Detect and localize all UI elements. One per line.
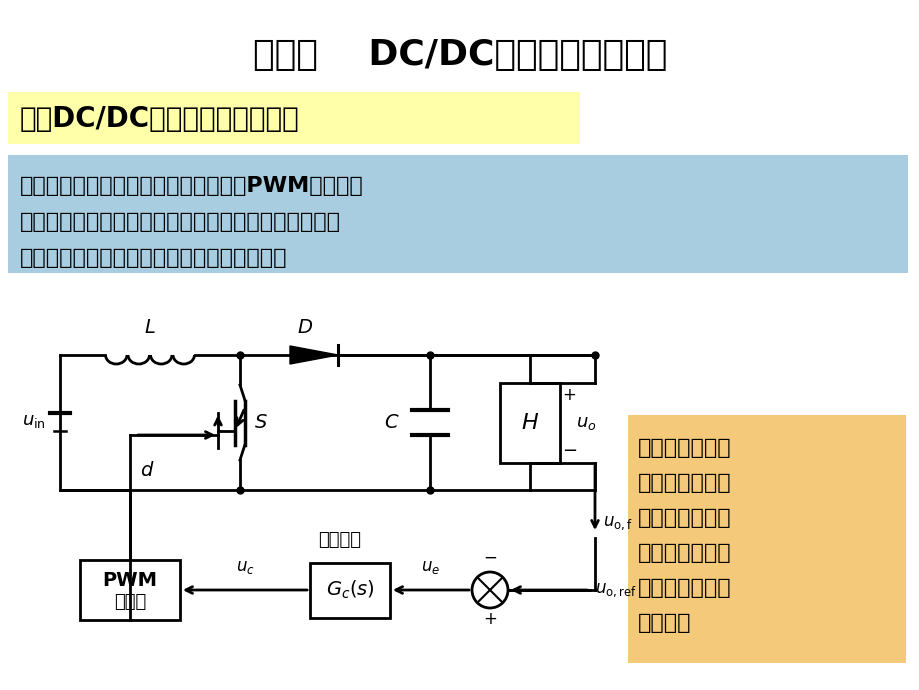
Text: $G_c(s)$: $G_c(s)$ (325, 579, 374, 601)
FancyBboxPatch shape (80, 560, 180, 620)
Text: $d$: $d$ (140, 460, 154, 480)
Text: 得到传递函数，: 得到传递函数， (637, 508, 731, 528)
Text: $u_o$: $u_o$ (575, 414, 596, 432)
Text: −: − (482, 549, 496, 567)
Text: $L$: $L$ (144, 318, 155, 337)
Text: 理论进行补偿网: 理论进行补偿网 (637, 578, 731, 598)
Text: $S$: $S$ (254, 413, 267, 432)
FancyBboxPatch shape (310, 563, 390, 618)
Text: 动态数学模型，: 动态数学模型， (637, 473, 731, 493)
Text: 反馈控制单元、驱动电路等组成。电力电子系统的静态: 反馈控制单元、驱动电路等组成。电力电子系统的静态 (20, 212, 341, 232)
Text: −: − (562, 442, 576, 460)
Text: 先建立被控对象: 先建立被控对象 (637, 438, 731, 458)
Text: $u_{\rm o,f}$: $u_{\rm o,f}$ (602, 514, 632, 532)
Text: 电力电子系统一般由电力电子变换器、PWM调制器、: 电力电子系统一般由电力电子变换器、PWM调制器、 (20, 176, 363, 196)
Text: 调制器: 调制器 (114, 593, 146, 611)
Text: $H$: $H$ (520, 413, 539, 433)
Text: $u_{\rm o,ref}$: $u_{\rm o,ref}$ (595, 581, 636, 599)
Text: 和动态性能的好坏与反馈控制设计密切相关。: 和动态性能的好坏与反馈控制设计密切相关。 (20, 248, 288, 268)
Text: $u_{\rm in}$: $u_{\rm in}$ (22, 411, 46, 429)
Text: $u_e$: $u_e$ (421, 558, 440, 576)
Text: 一、DC/DC变换器闭环控制系统: 一、DC/DC变换器闭环控制系统 (20, 105, 300, 133)
Text: +: + (482, 610, 496, 628)
Text: $D$: $D$ (297, 318, 312, 337)
Text: +: + (562, 386, 575, 404)
Polygon shape (289, 346, 337, 364)
FancyBboxPatch shape (8, 92, 579, 144)
Text: 络设计。: 络设计。 (637, 613, 691, 633)
FancyBboxPatch shape (628, 415, 905, 663)
Text: $u_c$: $u_c$ (235, 558, 255, 576)
FancyBboxPatch shape (8, 155, 907, 273)
Text: PWM: PWM (102, 571, 157, 589)
FancyBboxPatch shape (499, 383, 560, 463)
Text: 第二章    DC/DC变换器的动态建模: 第二章 DC/DC变换器的动态建模 (253, 38, 666, 72)
Circle shape (471, 572, 507, 608)
Text: 再应用经典控制: 再应用经典控制 (637, 543, 731, 563)
Text: $C$: $C$ (384, 413, 400, 432)
Text: 补偿网络: 补偿网络 (318, 531, 361, 549)
